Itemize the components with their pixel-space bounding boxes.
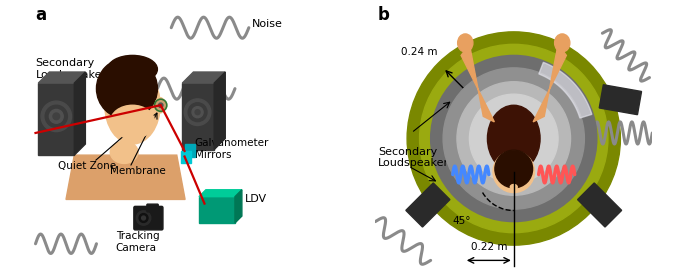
FancyBboxPatch shape <box>181 151 192 163</box>
Circle shape <box>45 105 67 127</box>
Bar <box>406 183 450 227</box>
Circle shape <box>142 216 145 220</box>
Polygon shape <box>533 44 566 122</box>
Circle shape <box>49 109 63 123</box>
Text: 45°: 45° <box>453 216 471 226</box>
FancyBboxPatch shape <box>134 206 163 230</box>
Circle shape <box>443 68 584 209</box>
Circle shape <box>195 110 200 115</box>
Ellipse shape <box>110 105 155 138</box>
Text: Tracking
Camera: Tracking Camera <box>116 231 160 253</box>
Circle shape <box>493 151 534 193</box>
Ellipse shape <box>108 55 158 83</box>
Bar <box>599 85 642 115</box>
Ellipse shape <box>97 58 158 119</box>
Circle shape <box>469 94 558 183</box>
Polygon shape <box>38 72 86 83</box>
Circle shape <box>420 44 608 233</box>
Polygon shape <box>182 72 225 83</box>
Circle shape <box>41 101 71 132</box>
Circle shape <box>53 113 60 120</box>
FancyBboxPatch shape <box>38 83 74 155</box>
Polygon shape <box>235 190 242 223</box>
Ellipse shape <box>105 66 160 144</box>
Polygon shape <box>66 155 185 199</box>
Polygon shape <box>461 44 495 122</box>
Ellipse shape <box>510 184 517 189</box>
FancyBboxPatch shape <box>147 204 158 212</box>
Polygon shape <box>539 62 592 118</box>
Ellipse shape <box>110 141 138 163</box>
FancyBboxPatch shape <box>199 197 235 223</box>
Circle shape <box>139 214 148 222</box>
Text: Quiet Zone: Quiet Zone <box>58 161 116 171</box>
Text: a: a <box>36 6 47 24</box>
Ellipse shape <box>488 105 540 172</box>
Circle shape <box>495 150 532 188</box>
Text: 0.24 m: 0.24 m <box>401 47 438 57</box>
Text: 0.22 m: 0.22 m <box>471 242 507 252</box>
Polygon shape <box>74 72 86 155</box>
Text: Galvanometer
Mirrors: Galvanometer Mirrors <box>195 138 269 160</box>
FancyBboxPatch shape <box>182 83 214 150</box>
Ellipse shape <box>555 34 570 52</box>
Circle shape <box>158 103 163 107</box>
Circle shape <box>457 82 571 195</box>
Circle shape <box>407 32 621 245</box>
Bar <box>577 183 622 227</box>
Ellipse shape <box>155 98 165 113</box>
Circle shape <box>155 99 167 111</box>
FancyBboxPatch shape <box>184 144 195 157</box>
Text: LDV: LDV <box>245 194 266 204</box>
Ellipse shape <box>458 34 473 52</box>
Circle shape <box>192 107 203 118</box>
Circle shape <box>188 103 207 122</box>
Polygon shape <box>199 190 242 197</box>
Text: Membrane: Membrane <box>110 166 166 176</box>
Text: Noise: Noise <box>251 19 282 29</box>
Circle shape <box>184 99 211 125</box>
Text: b: b <box>378 6 390 24</box>
Circle shape <box>136 211 151 225</box>
Polygon shape <box>214 72 225 150</box>
Circle shape <box>431 55 597 222</box>
Text: Secondary
Loudspeakers: Secondary Loudspeakers <box>36 58 112 80</box>
Text: Secondary
Loudspeakers: Secondary Loudspeakers <box>378 147 455 168</box>
